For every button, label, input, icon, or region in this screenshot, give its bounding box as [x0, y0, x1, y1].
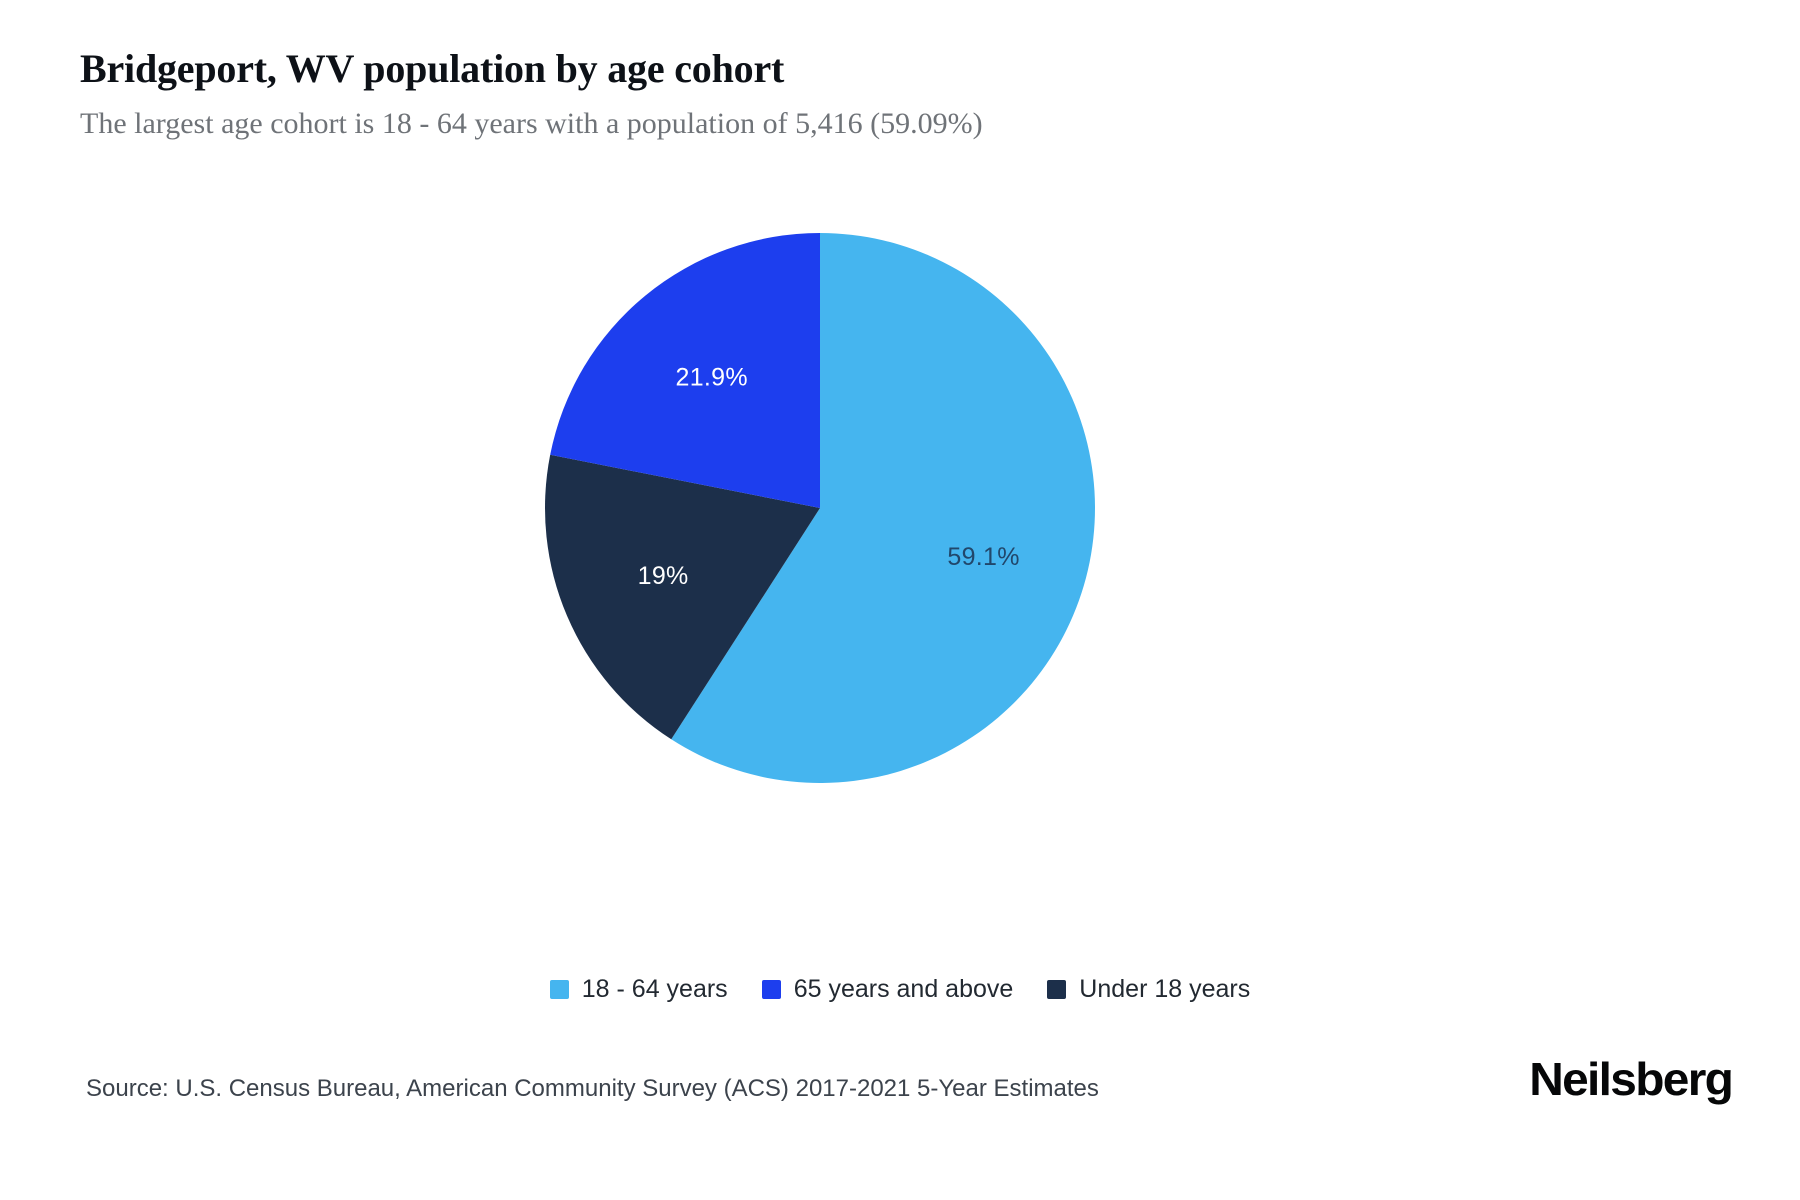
legend-item-label: 65 years and above	[793, 975, 1014, 1003]
chart-header: Bridgeport, WV population by age cohort …	[80, 46, 1640, 142]
chart-subtitle: The largest age cohort is 18 - 64 years …	[80, 107, 983, 140]
pie-slice-18-64-years[interactable]	[671, 233, 1095, 783]
pie-chart-svg: 59.1% 19% 21.9%	[544, 232, 1095, 783]
legend-item-label: Under 18 years	[1079, 975, 1251, 1003]
pie-slice-under-18-years[interactable]	[544, 454, 820, 740]
pie-label-18-64-years: 59.1%	[947, 543, 1019, 571]
legend-swatch-icon	[761, 980, 781, 999]
page-title: Bridgeport, WV population by age cohort	[80, 46, 785, 91]
legend-item-label: 18 - 64 years	[581, 975, 728, 1003]
source-note: Source: U.S. Census Bureau, American Com…	[86, 1075, 1099, 1102]
legend-swatch-icon	[1047, 980, 1067, 999]
pie-slices	[544, 232, 1095, 783]
pie-slice-65-years-and-above[interactable]	[550, 232, 820, 508]
legend-swatch-icon	[549, 980, 569, 999]
pie-chart: 59.1% 19% 21.9%	[544, 232, 1095, 783]
chart-plot-area: 59.1% 19% 21.9%	[0, 190, 1800, 840]
chart-legend: 18 - 64 years 65 years and above Under 1…	[0, 975, 1800, 1004]
legend-item-under-18-years[interactable]: Under 18 years	[1047, 975, 1250, 1004]
legend-item-65-years-and-above[interactable]: 65 years and above	[761, 975, 1014, 1004]
pie-label-65-years-and-above: 21.9%	[676, 363, 748, 391]
legend-item-18-64-years[interactable]: 18 - 64 years	[549, 975, 728, 1004]
pie-slice-labels: 59.1% 19% 21.9%	[638, 363, 1020, 590]
pie-label-under-18-years: 19%	[638, 562, 689, 590]
brand-logo: Neilsberg	[1528, 1053, 1734, 1105]
